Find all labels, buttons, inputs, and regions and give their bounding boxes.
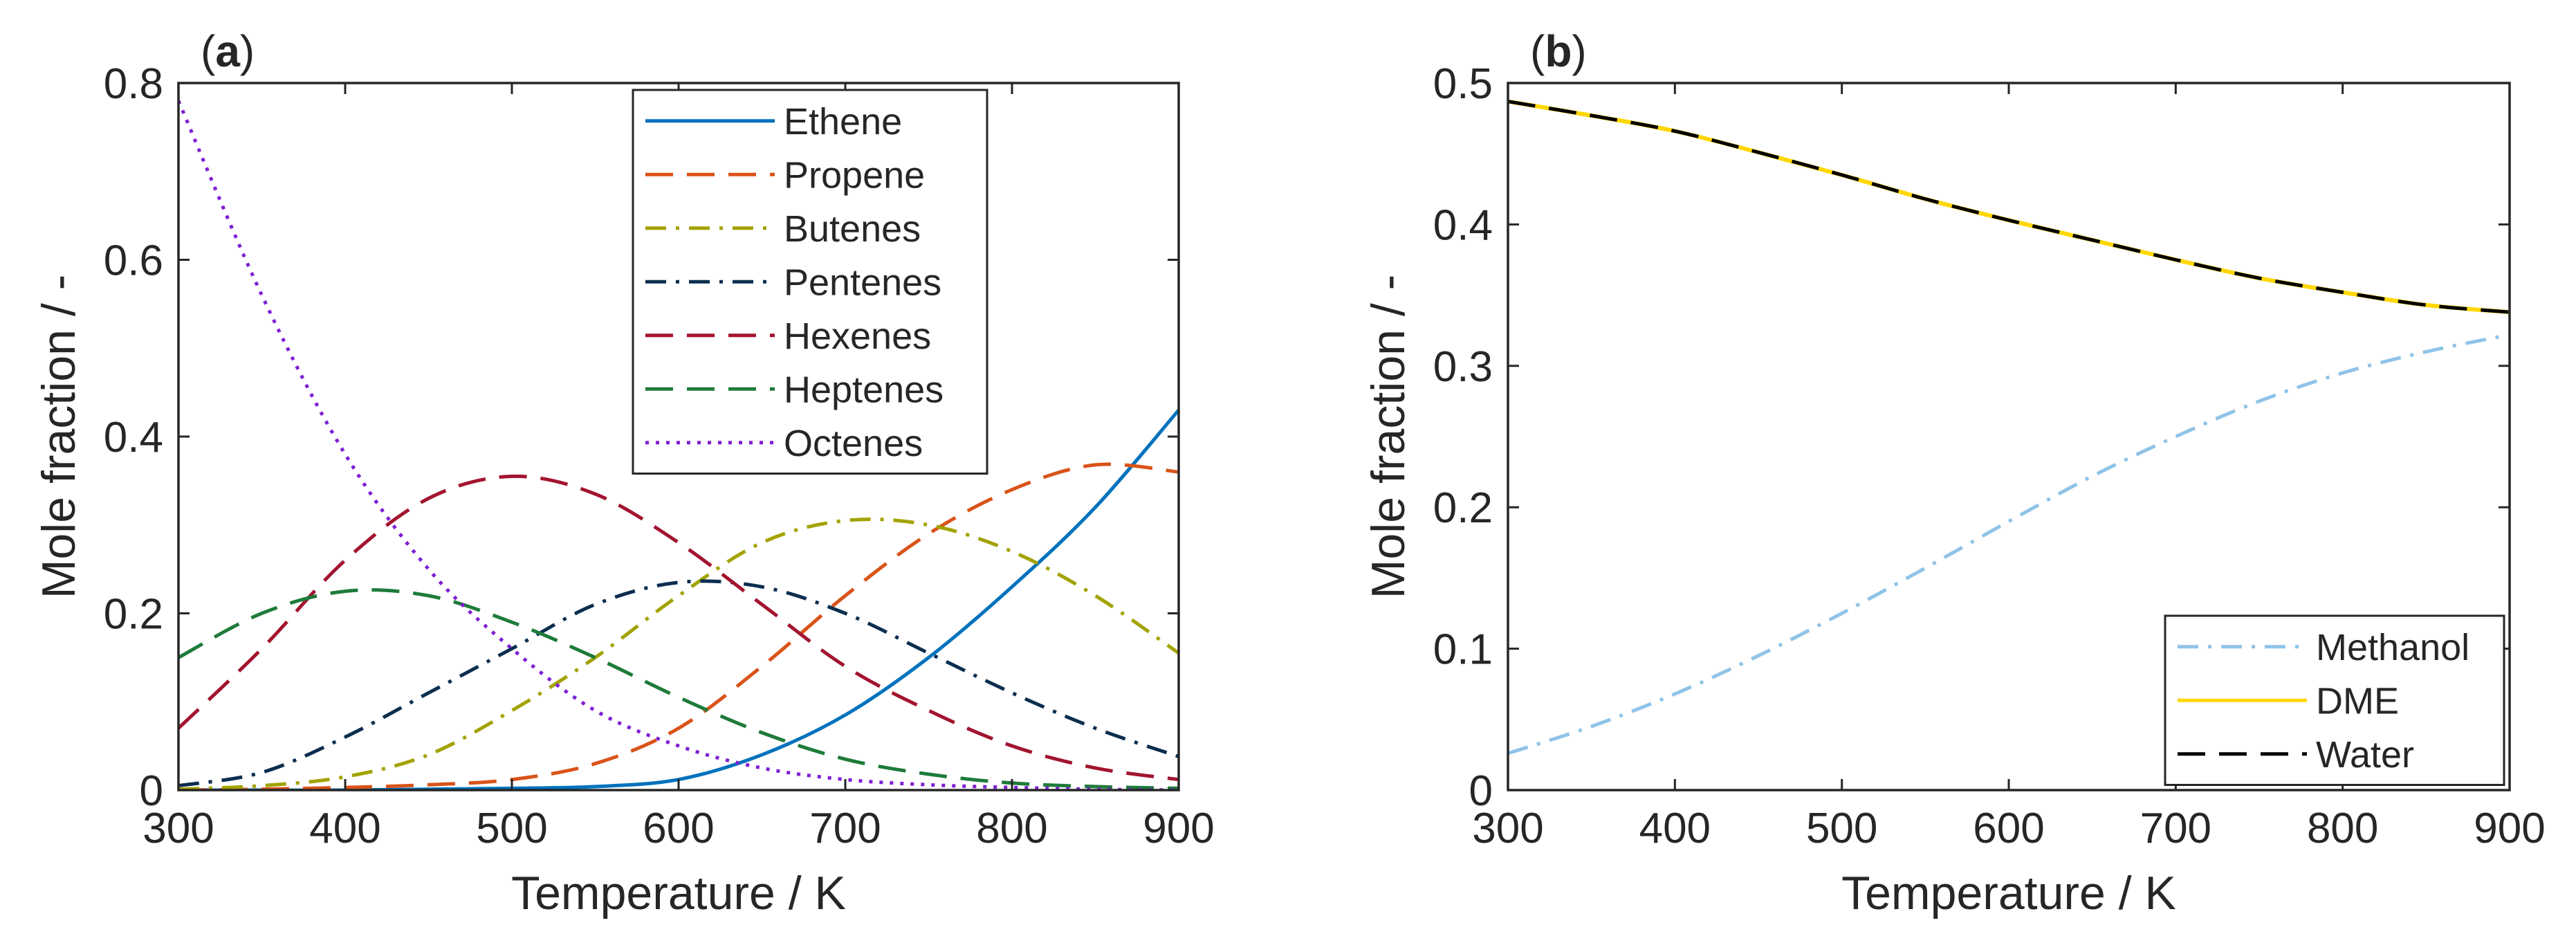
- x-tick-label: 500: [1806, 805, 1877, 852]
- legend-label-water: Water: [2316, 734, 2414, 776]
- y-tick-label: 0.4: [104, 414, 163, 461]
- y-tick-label: 0.4: [1433, 201, 1493, 249]
- y-axis-label: Mole fraction / -: [33, 275, 85, 599]
- legend-label-hexenes: Hexenes: [784, 315, 931, 357]
- y-tick-label: 0: [1469, 767, 1493, 815]
- x-tick-label: 800: [2307, 805, 2378, 852]
- series-line-butenes: [178, 517, 1179, 790]
- panel-label: (b): [1530, 26, 1587, 76]
- x-tick-label: 600: [1973, 805, 2044, 852]
- series-group: [1508, 99, 2510, 756]
- chart-panel-b: 300 400 500 600 700 800 900 0 0.1 0.2 0.3 0.4 0.5 Tem…: [1362, 26, 2546, 919]
- panel-letter: a: [215, 26, 240, 76]
- series-line-pentenes: [178, 579, 1179, 788]
- y-axis-label: Mole fraction / -: [1362, 275, 1415, 599]
- legend-label-dme: DME: [2316, 680, 2399, 722]
- series-line-dme: [1508, 99, 2510, 315]
- x-tick-label: 900: [1143, 805, 1214, 852]
- series-line-methanol: [1508, 333, 2510, 756]
- x-tick-label: 400: [1639, 805, 1711, 852]
- x-tick-label: 700: [2140, 805, 2211, 852]
- x-axis-label: Temperature / K: [511, 867, 846, 919]
- y-tick-label: 0.6: [104, 237, 163, 285]
- x-tick-label: 500: [476, 805, 547, 852]
- legend-label-pentenes: Pentenes: [784, 262, 941, 303]
- panel-label: (a): [201, 26, 255, 76]
- chart-panel-a: 300 400 500 600 700 800 900 0 0.2 0.4 0.6 0.8 Temper…: [33, 26, 1215, 919]
- legend-label-propene: Propene: [784, 154, 925, 196]
- x-tick-label: 400: [309, 805, 380, 852]
- x-tick-label: 800: [976, 805, 1047, 852]
- legend-label-butenes: Butenes: [784, 208, 921, 250]
- x-tick-label: 300: [1472, 805, 1543, 852]
- series-line-hexenes: [178, 474, 1179, 782]
- legend: Ethene Propene Butenes Pentenes Hexenes Hepte…: [632, 89, 988, 475]
- series-line-water: [1508, 100, 2510, 314]
- legend-label-ethene: Ethene: [784, 101, 902, 143]
- legend: Methanol DME Water: [2164, 614, 2505, 786]
- x-tick-label: 700: [809, 805, 881, 852]
- x-tick-label: 900: [2474, 805, 2545, 852]
- y-tick-label: 0.2: [1433, 484, 1493, 532]
- y-tick-label: 0.2: [104, 591, 163, 639]
- y-tick-label: 0.8: [104, 60, 163, 108]
- y-tick-label: 0: [140, 767, 163, 815]
- series-line-propene: [178, 462, 1179, 790]
- y-tick-label: 0.5: [1433, 60, 1493, 108]
- legend-label-octenes: Octenes: [784, 423, 923, 464]
- legend-label-heptenes: Heptenes: [784, 369, 944, 410]
- x-tick-label: 600: [643, 805, 714, 852]
- x-axis-label: Temperature / K: [1841, 867, 2176, 919]
- legend-label-methanol: Methanol: [2316, 627, 2469, 668]
- series-line-heptenes: [178, 588, 1179, 790]
- y-tick-label: 0.1: [1433, 626, 1493, 674]
- y-tick-label: 0.3: [1433, 343, 1493, 391]
- x-tick-label: 300: [142, 805, 214, 852]
- panel-letter: b: [1545, 26, 1572, 76]
